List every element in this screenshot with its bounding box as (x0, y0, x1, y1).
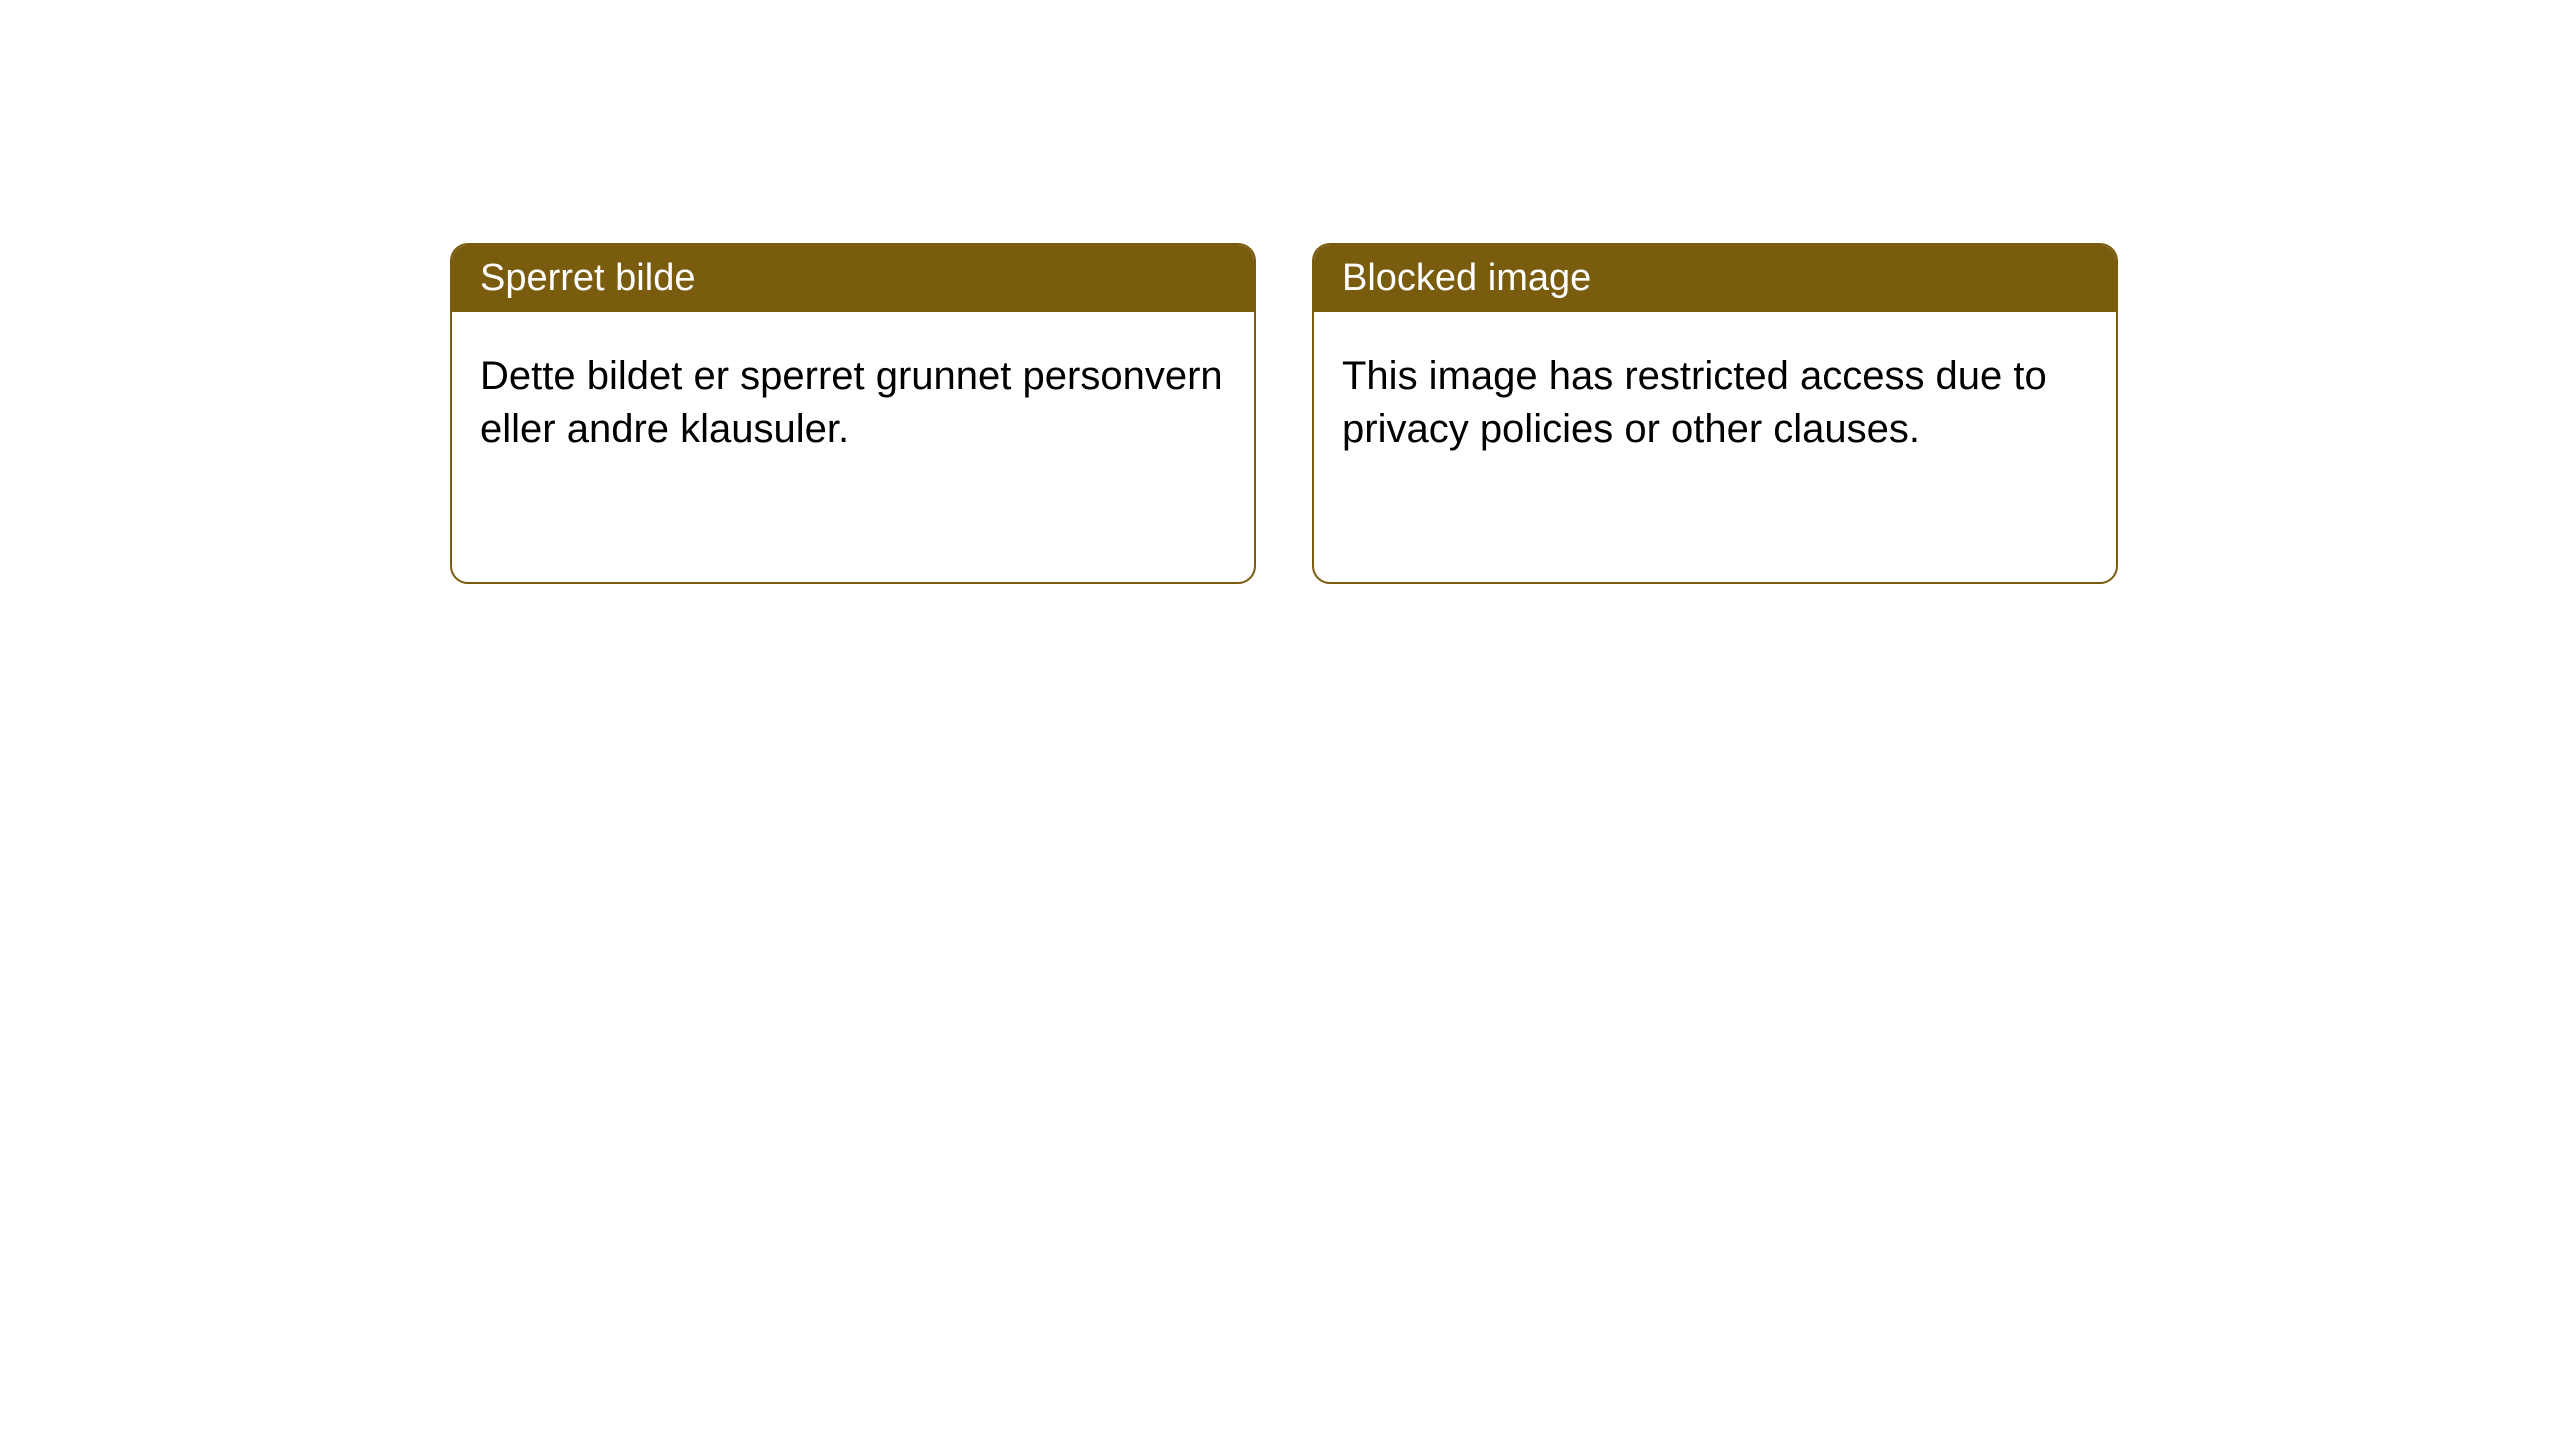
card-body-norwegian: Dette bildet er sperret grunnet personve… (452, 312, 1254, 582)
notice-card-english: Blocked image This image has restricted … (1312, 243, 2118, 584)
card-header-english: Blocked image (1314, 245, 2116, 312)
card-body-english: This image has restricted access due to … (1314, 312, 2116, 582)
card-header-norwegian: Sperret bilde (452, 245, 1254, 312)
notice-container: Sperret bilde Dette bildet er sperret gr… (0, 0, 2560, 584)
notice-card-norwegian: Sperret bilde Dette bildet er sperret gr… (450, 243, 1256, 584)
